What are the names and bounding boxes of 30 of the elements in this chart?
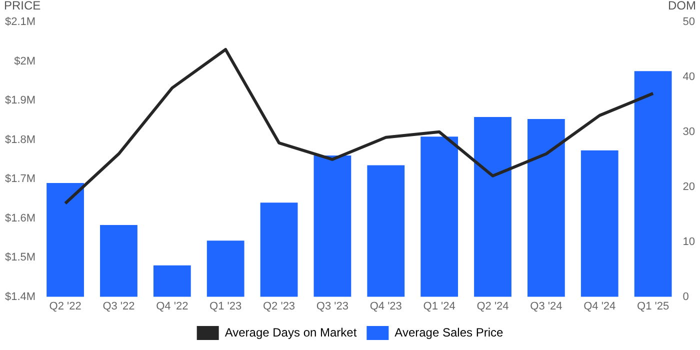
y2-tick-label: 20 — [682, 180, 696, 193]
y-tick-label: $1.9M — [4, 94, 36, 107]
x-tick-label: Q3 '22 — [102, 300, 135, 312]
y-tick-label: $2.1M — [4, 16, 36, 28]
x-tick-label: Q2 '22 — [49, 300, 82, 312]
y-tick-label: $1.6M — [4, 212, 36, 224]
y-tick-label: $1.5M — [4, 252, 36, 264]
x-tick-label: Q1 '23 — [210, 300, 242, 312]
y2-axis-title: DOM — [668, 0, 696, 12]
y2-tick-label: 0 — [682, 290, 689, 303]
x-tick-label: Q4 '23 — [370, 300, 402, 312]
x-tick-label: Q3 '23 — [316, 300, 348, 312]
y2-tick-label: 10 — [682, 236, 696, 248]
y2-tick-label: 50 — [682, 16, 696, 28]
x-tick-label: Q2 '24 — [476, 300, 509, 312]
x-tick-label: Q2 '23 — [262, 300, 296, 312]
x-tick-label: Q1 '25 — [637, 300, 670, 312]
legend-label: Average Days on Market — [224, 325, 358, 340]
y-axis-title: PRICE — [4, 0, 41, 12]
x-tick-label: Q4 '24 — [584, 300, 616, 312]
x-tick-label: Q1 '24 — [423, 300, 456, 312]
y2-tick-label: 40 — [682, 70, 696, 83]
y2-tick-label: 30 — [682, 126, 696, 138]
y-tick-label: $2M — [14, 55, 36, 68]
y-tick-label: $1.7M — [4, 173, 36, 186]
x-tick-label: Q3 '24 — [530, 300, 562, 312]
y-tick-label: $1.4M — [4, 290, 36, 303]
y-tick-label: $1.8M — [4, 134, 36, 146]
legend-label: Average Sales Price — [394, 325, 504, 340]
x-tick-label: Q4 '22 — [156, 300, 188, 312]
